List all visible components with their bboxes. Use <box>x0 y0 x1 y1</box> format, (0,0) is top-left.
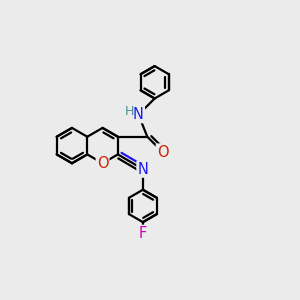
Text: N: N <box>133 107 144 122</box>
Text: F: F <box>139 226 147 241</box>
Text: O: O <box>97 156 108 171</box>
Text: H: H <box>124 105 134 118</box>
Text: N: N <box>137 162 148 177</box>
Text: O: O <box>157 145 168 160</box>
